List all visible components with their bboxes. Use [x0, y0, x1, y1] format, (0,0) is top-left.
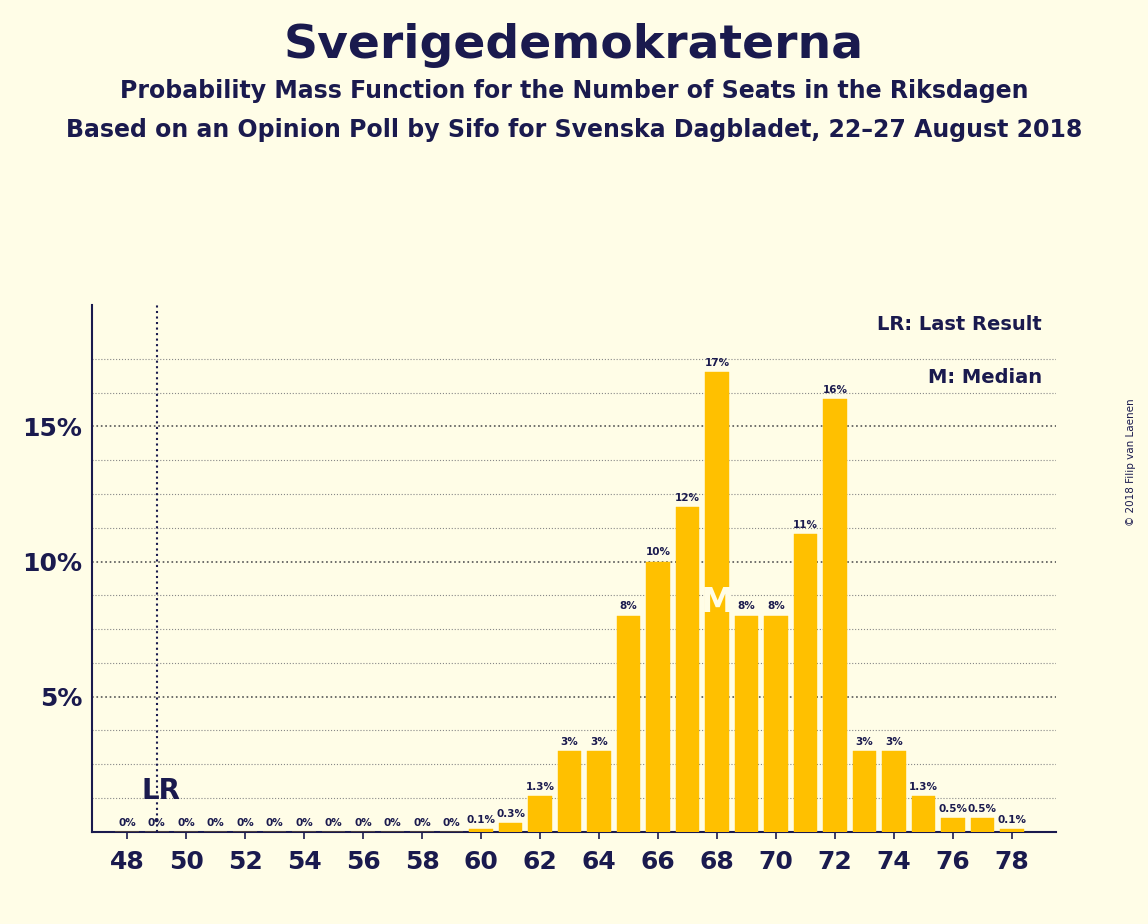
Bar	[1000, 829, 1024, 832]
Text: 0%: 0%	[325, 818, 342, 828]
Bar	[793, 534, 817, 832]
Bar	[616, 615, 641, 832]
Bar	[705, 372, 729, 832]
Text: © 2018 Filip van Laenen: © 2018 Filip van Laenen	[1126, 398, 1135, 526]
Bar	[971, 818, 994, 832]
Text: M: M	[700, 586, 734, 618]
Text: 0%: 0%	[266, 818, 284, 828]
Text: 0%: 0%	[443, 818, 460, 828]
Text: 3%: 3%	[885, 736, 902, 747]
Bar	[676, 507, 699, 832]
Bar	[588, 750, 611, 832]
Text: 0%: 0%	[148, 818, 165, 828]
Bar	[823, 399, 847, 832]
Text: 10%: 10%	[645, 547, 670, 557]
Bar	[912, 796, 936, 832]
Bar	[646, 562, 669, 832]
Text: Probability Mass Function for the Number of Seats in the Riksdagen: Probability Mass Function for the Number…	[119, 79, 1029, 103]
Text: 8%: 8%	[738, 602, 755, 612]
Text: 1.3%: 1.3%	[909, 783, 938, 793]
Text: 0%: 0%	[177, 818, 195, 828]
Text: 0.3%: 0.3%	[496, 809, 525, 820]
Bar	[735, 615, 759, 832]
Text: 8%: 8%	[767, 602, 785, 612]
Bar	[941, 818, 964, 832]
Text: 12%: 12%	[675, 493, 700, 504]
Text: LR: LR	[142, 777, 181, 805]
Bar	[765, 615, 788, 832]
Bar	[882, 750, 906, 832]
Text: 0%: 0%	[118, 818, 137, 828]
Text: 3%: 3%	[855, 736, 874, 747]
Text: 0%: 0%	[355, 818, 372, 828]
Text: 0%: 0%	[236, 818, 254, 828]
Text: 0.5%: 0.5%	[968, 804, 996, 814]
Text: 0.5%: 0.5%	[938, 804, 968, 814]
Text: Sverigedemokraterna: Sverigedemokraterna	[284, 23, 864, 68]
Text: 0%: 0%	[295, 818, 313, 828]
Text: 0%: 0%	[413, 818, 430, 828]
Text: LR: Last Result: LR: Last Result	[877, 315, 1041, 334]
Text: M: Median: M: Median	[928, 368, 1041, 387]
Bar	[558, 750, 581, 832]
Text: 0.1%: 0.1%	[466, 815, 496, 825]
Text: 11%: 11%	[793, 520, 819, 530]
Text: 3%: 3%	[590, 736, 608, 747]
Text: 1.3%: 1.3%	[526, 783, 554, 793]
Text: 17%: 17%	[705, 359, 730, 369]
Text: Based on an Opinion Poll by Sifo for Svenska Dagbladet, 22–27 August 2018: Based on an Opinion Poll by Sifo for Sve…	[65, 118, 1083, 142]
Bar	[528, 796, 552, 832]
Text: 3%: 3%	[560, 736, 579, 747]
Bar	[470, 829, 492, 832]
Text: 16%: 16%	[822, 385, 847, 395]
Text: 0%: 0%	[383, 818, 402, 828]
Bar	[853, 750, 876, 832]
Text: 0%: 0%	[207, 818, 225, 828]
Text: 0.1%: 0.1%	[998, 815, 1026, 825]
Text: 8%: 8%	[620, 602, 637, 612]
Bar	[498, 823, 522, 832]
